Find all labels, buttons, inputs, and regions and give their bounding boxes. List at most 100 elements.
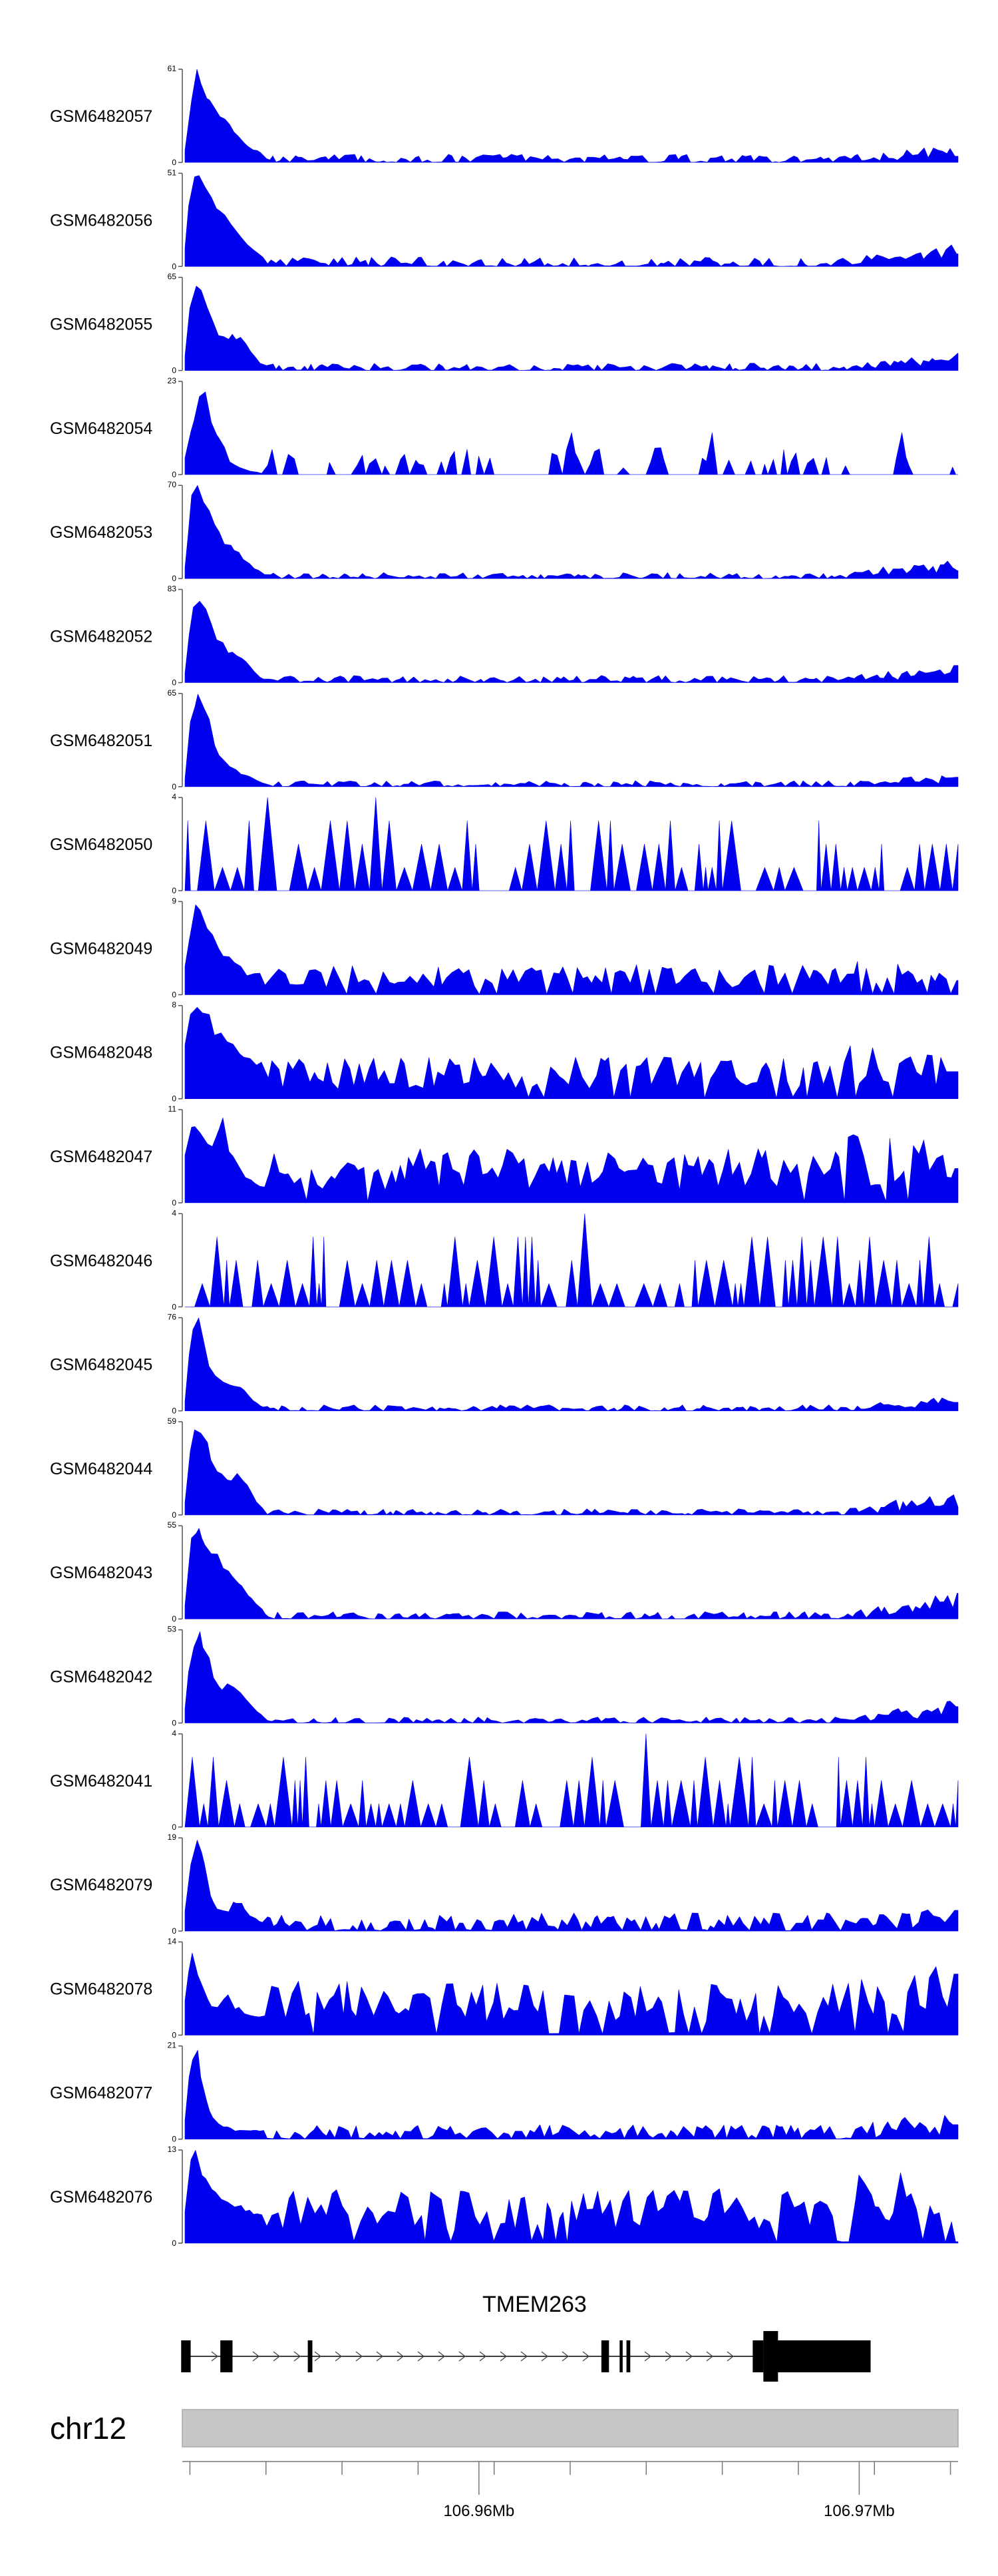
track-signal-area bbox=[184, 1006, 959, 1099]
track-GSM6482041: GSM6482041 4 0 bbox=[50, 1729, 959, 1832]
track-label: GSM6482076 bbox=[50, 2188, 152, 2207]
track-y-zero-label: 0 bbox=[172, 1406, 176, 1416]
track-signal-area bbox=[184, 2049, 959, 2139]
track-y-zero-label: 0 bbox=[172, 1719, 176, 1728]
track-y-max-label: 19 bbox=[168, 1832, 177, 1842]
track-y-zero-label: 0 bbox=[172, 678, 176, 688]
track-y-max-label: 76 bbox=[168, 1313, 177, 1322]
track-y-max-label: 83 bbox=[168, 584, 177, 594]
track-label: GSM6482055 bbox=[50, 316, 152, 334]
genome-axis-label: 106.97Mb bbox=[824, 2502, 895, 2520]
track-label: GSM6482042 bbox=[50, 1668, 152, 1687]
track-y-zero-label: 0 bbox=[172, 1823, 176, 1832]
track-label: GSM6482079 bbox=[50, 1876, 152, 1894]
track-GSM6482044: GSM6482044 59 0 bbox=[50, 1416, 959, 1520]
track-signal-area bbox=[184, 1528, 959, 1619]
track-y-zero-label: 0 bbox=[172, 574, 176, 583]
strand-arrow bbox=[500, 2351, 508, 2362]
track-y-zero-label: 0 bbox=[172, 262, 176, 271]
track-GSM6482049: GSM6482049 9 0 bbox=[50, 896, 959, 999]
track-y-zero-label: 0 bbox=[172, 782, 176, 791]
gene-exon bbox=[220, 2340, 233, 2372]
track-GSM6482048: GSM6482048 8 0 bbox=[50, 1000, 959, 1104]
gene-exons bbox=[181, 2331, 871, 2382]
track-signal-area bbox=[184, 797, 959, 891]
track-y-max-label: 51 bbox=[168, 168, 177, 177]
track-signal-area bbox=[184, 694, 959, 787]
strand-arrow bbox=[479, 2351, 487, 2362]
track-y-max-label: 23 bbox=[168, 376, 177, 385]
track-y-zero-label: 0 bbox=[172, 886, 176, 895]
track-signal-area bbox=[184, 1952, 959, 2036]
track-y-max-label: 9 bbox=[172, 896, 176, 905]
track-label: GSM6482078 bbox=[50, 1980, 152, 1998]
track-GSM6482057: GSM6482057 61 0 bbox=[50, 64, 959, 167]
track-GSM6482053: GSM6482053 70 0 bbox=[50, 480, 959, 583]
track-y-zero-label: 0 bbox=[172, 990, 176, 999]
strand-arrow bbox=[293, 2351, 301, 2362]
strand-arrow bbox=[314, 2351, 322, 2362]
track-label: GSM6482053 bbox=[50, 523, 152, 542]
track-label: GSM6482041 bbox=[50, 1772, 152, 1791]
gene-exon bbox=[307, 2340, 313, 2372]
track-GSM6482054: GSM6482054 23 0 bbox=[50, 376, 959, 479]
track-y-max-label: 53 bbox=[168, 1625, 177, 1634]
strand-arrow bbox=[397, 2351, 405, 2362]
track-GSM6482078: GSM6482078 14 0 bbox=[50, 1936, 959, 2039]
track-y-max-label: 21 bbox=[168, 2041, 177, 2050]
track-y-zero-label: 0 bbox=[172, 1302, 176, 1311]
track-y-max-label: 61 bbox=[168, 64, 177, 73]
track-y-max-label: 13 bbox=[168, 2145, 177, 2154]
genome-axis-label: 106.96Mb bbox=[443, 2502, 514, 2520]
track-label: GSM6482052 bbox=[50, 628, 152, 646]
track-label: GSM6482057 bbox=[50, 107, 152, 126]
track-signal-area bbox=[184, 175, 959, 267]
strand-arrow bbox=[562, 2351, 570, 2362]
gene-exon bbox=[601, 2340, 609, 2372]
chromosome-ideogram: chr12 bbox=[50, 2409, 959, 2448]
track-signal-area bbox=[184, 286, 959, 371]
track-label: GSM6482054 bbox=[50, 419, 152, 438]
track-y-zero-label: 0 bbox=[172, 470, 176, 479]
strand-arrow bbox=[644, 2351, 652, 2362]
track-y-max-label: 14 bbox=[168, 1936, 177, 1946]
track-GSM6482077: GSM6482077 21 0 bbox=[50, 2041, 959, 2144]
gene-exon bbox=[619, 2340, 623, 2372]
gene-label: TMEM263 bbox=[482, 2292, 587, 2317]
strand-arrow bbox=[706, 2351, 714, 2362]
track-signal-area bbox=[184, 391, 959, 475]
strand-arrow bbox=[438, 2351, 446, 2362]
track-y-zero-label: 0 bbox=[172, 1510, 176, 1520]
track-label: GSM6482051 bbox=[50, 732, 152, 750]
track-label: GSM6482050 bbox=[50, 835, 152, 854]
strand-arrow bbox=[417, 2351, 425, 2362]
gene-cds-exon bbox=[763, 2331, 778, 2382]
track-y-max-label: 55 bbox=[168, 1520, 177, 1530]
track-signal-area bbox=[184, 600, 959, 683]
strand-arrow bbox=[665, 2351, 673, 2362]
chromosome-bar bbox=[182, 2409, 959, 2448]
track-label: GSM6482077 bbox=[50, 2084, 152, 2103]
track-signal-area bbox=[184, 2150, 959, 2244]
strand-arrow bbox=[458, 2351, 466, 2362]
track-GSM6482055: GSM6482055 65 0 bbox=[50, 272, 959, 375]
gene-exon bbox=[752, 2340, 764, 2372]
track-y-zero-label: 0 bbox=[172, 1094, 176, 1104]
chromosome-label: chr12 bbox=[50, 2411, 126, 2446]
track-GSM6482050: GSM6482050 4 0 bbox=[50, 792, 959, 895]
track-label: GSM6482045 bbox=[50, 1356, 152, 1375]
strand-arrow bbox=[252, 2351, 260, 2362]
track-GSM6482043: GSM6482043 55 0 bbox=[50, 1520, 959, 1623]
track-y-max-label: 4 bbox=[172, 1729, 176, 1738]
strand-arrow bbox=[520, 2351, 528, 2362]
track-GSM6482042: GSM6482042 53 0 bbox=[50, 1625, 959, 1728]
strand-arrow bbox=[355, 2351, 363, 2362]
track-GSM6482076: GSM6482076 13 0 bbox=[50, 2145, 959, 2248]
track-signal-area bbox=[184, 1429, 959, 1516]
track-y-zero-label: 0 bbox=[172, 2239, 176, 2248]
track-label: GSM6482047 bbox=[50, 1148, 152, 1166]
strand-arrow bbox=[273, 2351, 281, 2362]
track-signal-area bbox=[184, 1213, 959, 1307]
track-GSM6482052: GSM6482052 83 0 bbox=[50, 584, 959, 688]
genome-axis: 106.96Mb 106.97Mb bbox=[182, 2461, 958, 2520]
